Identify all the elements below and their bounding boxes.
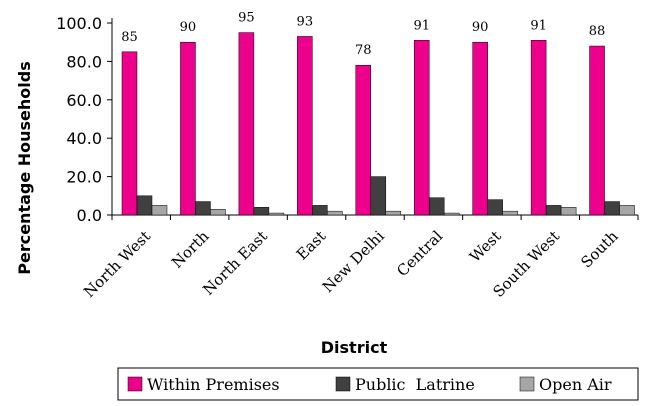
x-tick-label: Central [393, 227, 446, 280]
bar-public-latrine [253, 207, 270, 216]
bar-within-premises [121, 51, 138, 216]
bar-open-air [210, 208, 226, 216]
legend-swatch [127, 376, 143, 392]
x-tick-label: North West [80, 227, 154, 301]
bar-open-air [443, 212, 460, 216]
x-tick-label: West [466, 227, 505, 266]
legend: Within Premises Public Latrine Open Air [117, 367, 639, 401]
bar-public-latrine [136, 195, 153, 216]
legend-label: Public Latrine [355, 375, 475, 394]
y-tick-label: 0.0 [77, 206, 102, 225]
plot-area: 0.0 20.0 40.0 60.0 80.0 100.0 85 North West 90 No… [56, 11, 639, 301]
bar-open-air [619, 205, 635, 216]
y-tick-label: 60.0 [66, 91, 102, 110]
data-label: 91 [413, 18, 430, 33]
bar-within-premises [413, 40, 430, 216]
bar-within-premises [297, 36, 313, 216]
y-axis-title: Percentage Households [15, 61, 34, 275]
bar-open-air [502, 210, 518, 216]
legend-label: Open Air [539, 375, 612, 394]
bar-open-air [151, 205, 168, 216]
bar-open-air [268, 212, 285, 216]
data-label: 90 [180, 20, 197, 35]
bar-public-latrine [312, 205, 328, 216]
bar-public-latrine [545, 205, 562, 216]
bar-within-premises [180, 41, 196, 216]
bar-open-air [560, 207, 577, 216]
data-label: 93 [297, 14, 314, 29]
bar-public-latrine [195, 201, 211, 216]
y-tick-label: 100.0 [56, 14, 102, 33]
bar-within-premises [530, 40, 547, 216]
bar-open-air [385, 210, 402, 216]
x-tick-label: East [293, 227, 330, 264]
data-label: 95 [238, 11, 255, 26]
legend-swatch [335, 376, 351, 392]
legend-label: Within Premises [147, 375, 280, 394]
y-tick-label: 80.0 [66, 52, 102, 71]
legend-box [117, 367, 639, 401]
x-tick-label: South [577, 227, 622, 272]
bar-public-latrine [428, 197, 445, 216]
data-label: 85 [121, 30, 138, 45]
data-label: 91 [530, 18, 547, 33]
legend-swatch [519, 376, 535, 392]
bar-open-air [327, 210, 343, 216]
data-label: 88 [589, 24, 606, 39]
y-tick-label: 20.0 [66, 168, 102, 187]
data-label: 90 [472, 20, 489, 35]
x-tick-label: North [168, 227, 213, 272]
bar-public-latrine [604, 201, 620, 216]
bar-within-premises [589, 45, 605, 216]
x-axis-title: District [321, 338, 388, 357]
bar-public-latrine [370, 176, 387, 216]
bar-within-premises [355, 64, 372, 216]
bar-within-premises [472, 41, 488, 216]
y-tick-label: 40.0 [66, 129, 102, 148]
x-tick-label: New Delhi [319, 227, 388, 296]
bar-within-premises [238, 32, 255, 216]
data-label: 78 [355, 43, 372, 58]
bar-public-latrine [487, 199, 503, 216]
